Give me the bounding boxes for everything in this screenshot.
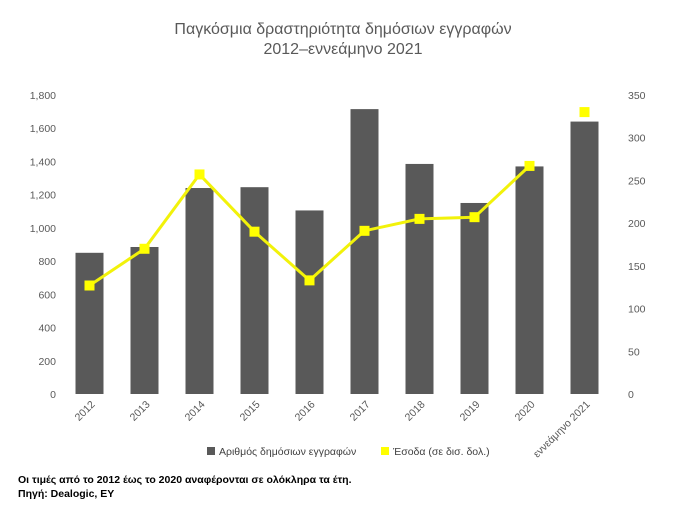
right-axis-tick-label: 0 [628, 389, 634, 401]
x-axis-tick-label: 2018 [403, 399, 428, 424]
legend-label-line: Έσοδα (σε δισ. δολ.) [392, 446, 490, 458]
right-axis-tick-label: 50 [628, 346, 640, 358]
x-axis-tick-label: 2020 [513, 399, 538, 424]
bar [405, 163, 434, 394]
revenue-marker [304, 275, 315, 286]
x-axis-tick-label: 2013 [128, 399, 153, 424]
revenue-marker [84, 280, 95, 291]
right-axis-tick-label: 300 [628, 133, 646, 145]
bar [570, 121, 599, 395]
bar [185, 188, 214, 394]
bar [350, 109, 379, 394]
x-axis-tick-label: 2015 [238, 399, 263, 424]
right-axis-tick-label: 100 [628, 304, 646, 316]
revenue-marker [414, 213, 425, 224]
bar [240, 187, 269, 394]
right-axis-tick-label: 200 [628, 218, 646, 230]
left-axis-tick-label: 0 [50, 389, 56, 401]
x-axis-tick-label: 2017 [348, 399, 373, 424]
revenue-marker [249, 226, 260, 237]
revenue-marker [579, 107, 590, 118]
right-axis-tick-label: 250 [628, 175, 646, 187]
left-axis-tick-label: 1,400 [30, 156, 56, 168]
left-axis-tick-label: 1,800 [30, 90, 56, 102]
x-axis-tick-label: εννεάμηνο 2021 [531, 399, 593, 461]
bar [75, 252, 104, 394]
left-axis-tick-label: 200 [38, 356, 56, 368]
x-axis-tick-label: 2014 [183, 399, 208, 424]
left-axis-tick-label: 600 [38, 289, 56, 301]
bar [515, 166, 544, 394]
bar [130, 246, 159, 394]
revenue-marker [139, 243, 150, 254]
x-axis-tick-label: 2019 [458, 399, 483, 424]
left-axis-tick-label: 1,600 [30, 123, 56, 135]
footnote-source: Πηγή: Dealogic, EY [18, 488, 115, 500]
revenue-marker [524, 160, 535, 171]
right-axis-tick-label: 350 [628, 90, 646, 102]
legend-swatch-line [381, 447, 389, 455]
left-axis-tick-label: 1,200 [30, 190, 56, 202]
left-axis-tick-label: 800 [38, 256, 56, 268]
chart-title-line-1: Παγκόσμια δραστηριότητα δημόσιων εγγραφώ… [174, 21, 511, 38]
legend-label-bars: Αριθμός δημόσιων εγγραφών [219, 446, 356, 458]
left-axis-tick-label: 400 [38, 323, 56, 335]
footnote-note: Οι τιμές από το 2012 έως το 2020 αναφέρο… [18, 474, 352, 486]
bar [460, 202, 489, 394]
legend-swatch-bars [207, 447, 215, 455]
x-axis-tick-label: 2012 [73, 399, 98, 424]
left-axis-tick-label: 1,000 [30, 223, 56, 235]
right-axis-tick-label: 150 [628, 261, 646, 273]
revenue-marker [194, 169, 205, 180]
bar [295, 210, 324, 394]
x-axis-tick-label: 2016 [293, 399, 318, 424]
chart-subtitle: 2012–εννεάμηνο 2021 [263, 41, 422, 58]
revenue-marker [359, 225, 370, 236]
revenue-marker [469, 212, 480, 223]
